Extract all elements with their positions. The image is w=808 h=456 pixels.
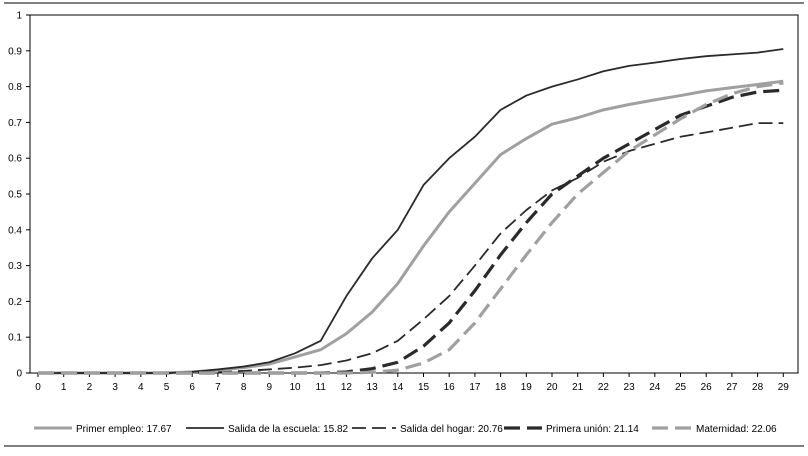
series-lines xyxy=(38,48,784,375)
y-tick-label: 0.2 xyxy=(8,297,22,308)
x-tick-label: 15 xyxy=(418,382,430,393)
x-tick-label: 28 xyxy=(752,382,764,393)
y-tick-label: 0 xyxy=(16,369,22,380)
plot-border xyxy=(29,14,799,374)
y-axis: 0 0.1 0.2 0.3 0.4 0.5 0.6 0.7 0.8 0.9 1 xyxy=(8,11,30,380)
legend: Primer empleo: 17.67 Salida de la escuela… xyxy=(34,424,777,435)
x-tick-label: 0 xyxy=(35,382,41,393)
x-tick-label: 25 xyxy=(675,382,687,393)
x-tick-label: 5 xyxy=(164,382,170,393)
x-tick-label: 7 xyxy=(215,382,221,393)
x-tick-label: 2 xyxy=(87,382,93,393)
x-tick-label: 29 xyxy=(778,382,790,393)
x-tick-label: 14 xyxy=(392,382,404,393)
x-tick-label: 11 xyxy=(316,382,327,393)
x-axis: 0 1 2 3 4 5 6 7 8 9 10 11 12 13 14 15 16 17 18 19 20 21 22 23 24… xyxy=(35,373,789,393)
x-tick-label: 10 xyxy=(289,382,301,393)
x-tick-label: 4 xyxy=(138,382,144,393)
y-tick-label: 0.7 xyxy=(8,118,22,129)
y-tick-label: 1 xyxy=(16,11,22,22)
x-tick-label: 8 xyxy=(241,382,247,393)
legend-label-2: Salida de la escuela: 15.82 xyxy=(228,424,349,435)
legend-label-1: Primer empleo: 17.67 xyxy=(76,424,172,435)
y-tick-label: 0.6 xyxy=(8,154,22,165)
x-tick-label: 24 xyxy=(649,382,661,393)
x-tick-label: 6 xyxy=(189,382,195,393)
y-tick-label: 0.3 xyxy=(8,261,22,272)
x-tick-label: 9 xyxy=(267,382,273,393)
x-tick-label: 20 xyxy=(546,382,558,393)
x-tick-label: 19 xyxy=(521,382,533,393)
x-tick-label: 21 xyxy=(572,382,584,393)
x-tick-label: 12 xyxy=(341,382,353,393)
series-line-5 xyxy=(38,81,784,375)
y-tick-label: 0.5 xyxy=(8,190,22,201)
legend-label-4: Primera unión: 21.14 xyxy=(546,424,639,435)
x-tick-label: 17 xyxy=(469,382,481,393)
y-tick-label: 0.9 xyxy=(8,46,22,57)
x-tick-label: 22 xyxy=(598,382,610,393)
y-tick-label: 0.1 xyxy=(8,333,22,344)
y-tick-label: 0.4 xyxy=(8,225,22,236)
x-tick-label: 27 xyxy=(726,382,738,393)
x-tick-label: 16 xyxy=(444,382,456,393)
series-line-3 xyxy=(38,122,784,374)
x-tick-label: 26 xyxy=(701,382,713,393)
plot-frame xyxy=(4,2,804,447)
x-tick-label: 23 xyxy=(624,382,636,393)
x-tick-label: 1 xyxy=(61,382,67,393)
legend-label-5: Maternidad: 22.06 xyxy=(696,424,777,435)
x-tick-label: 18 xyxy=(495,382,507,393)
legend-label-3: Salida del hogar: 20.76 xyxy=(400,424,503,435)
x-tick-label: 3 xyxy=(112,382,118,393)
x-tick-label: 13 xyxy=(367,382,379,393)
y-tick-label: 0.8 xyxy=(8,82,22,93)
